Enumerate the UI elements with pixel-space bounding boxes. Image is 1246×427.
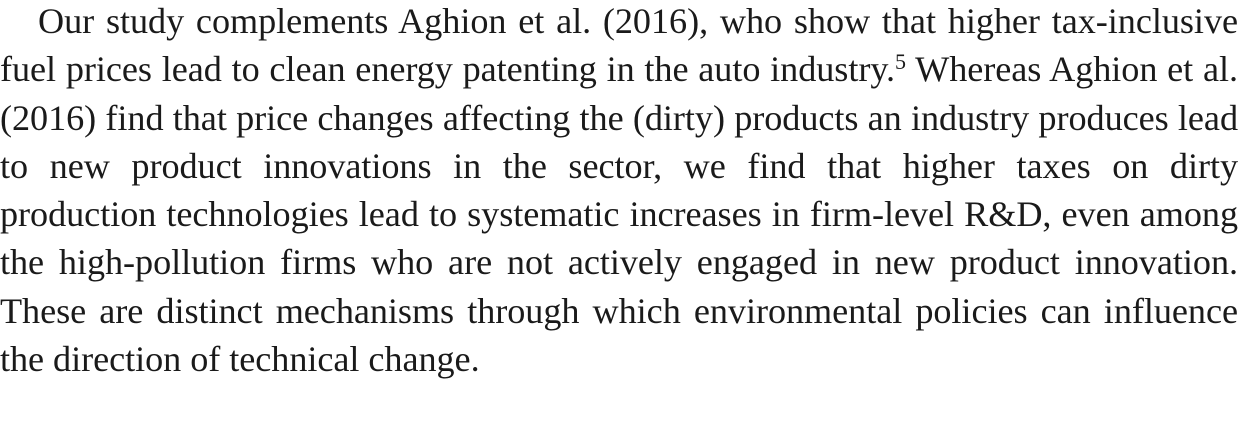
paragraph-text-part-1: Our study complements Aghion et al. (201…: [0, 1, 1238, 90]
body-paragraph: Our study complements Aghion et al. (201…: [0, 1, 1238, 380]
paragraph-text-part-2: Whereas Aghion et al. (2016) find that p…: [0, 49, 1238, 380]
footnote-marker[interactable]: 5: [895, 49, 906, 75]
